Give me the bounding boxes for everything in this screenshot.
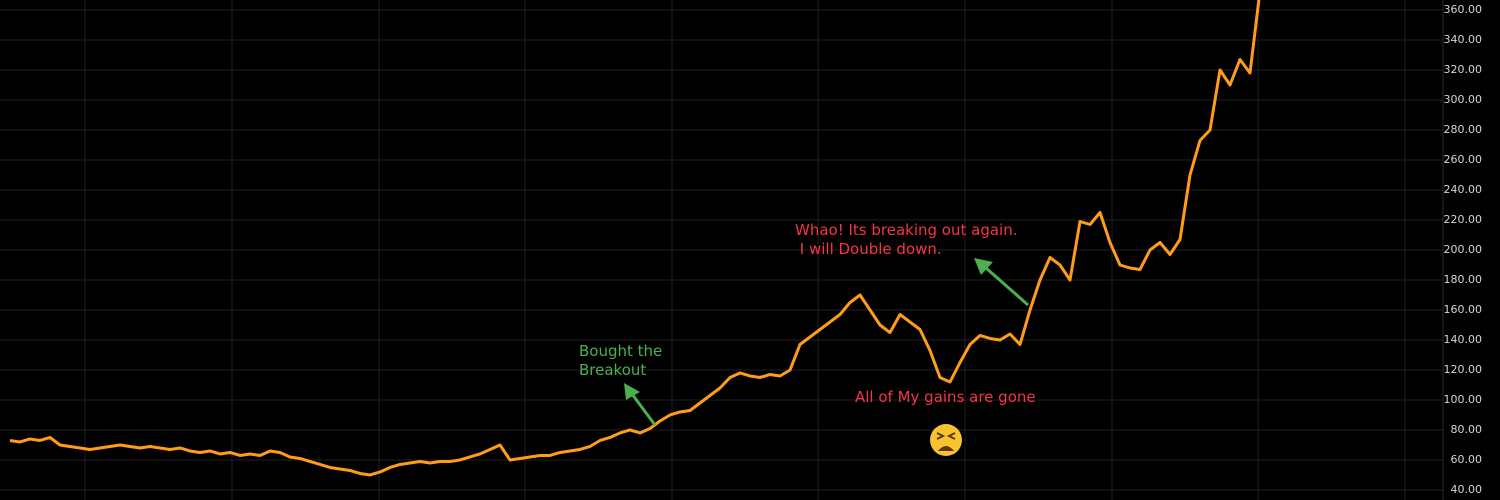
annotation: All of My gains are gone (855, 388, 1036, 406)
y-tick-label: 80.00 (1451, 423, 1483, 436)
annotation: Breakout (579, 361, 646, 379)
y-tick-label: 320.00 (1444, 63, 1483, 76)
arrows (624, 258, 1029, 426)
y-tick-label: 360.00 (1444, 3, 1483, 16)
annotation: Bought the (579, 342, 662, 360)
y-tick-label: 60.00 (1451, 453, 1483, 466)
y-tick-label: 240.00 (1444, 183, 1483, 196)
annotation: I will Double down. (795, 240, 942, 258)
y-tick-label: 200.00 (1444, 243, 1483, 256)
y-tick-label: 120.00 (1444, 363, 1483, 376)
weary-face-icon (930, 424, 962, 456)
y-tick-label: 100.00 (1444, 393, 1483, 406)
y-tick-label: 180.00 (1444, 273, 1483, 286)
y-tick-label: 140.00 (1444, 333, 1483, 346)
y-tick-label: 340.00 (1444, 33, 1483, 46)
y-tick-label: 220.00 (1444, 213, 1483, 226)
y-tick-label: 300.00 (1444, 93, 1483, 106)
y-tick-label: 280.00 (1444, 123, 1483, 136)
price-line (9, 0, 1261, 477)
y-tick-label: 260.00 (1444, 153, 1483, 166)
y-tick-label: 40.00 (1451, 483, 1483, 496)
y-tick-label: 160.00 (1444, 303, 1483, 316)
annotation: Whao! Its breaking out again. (795, 221, 1018, 239)
